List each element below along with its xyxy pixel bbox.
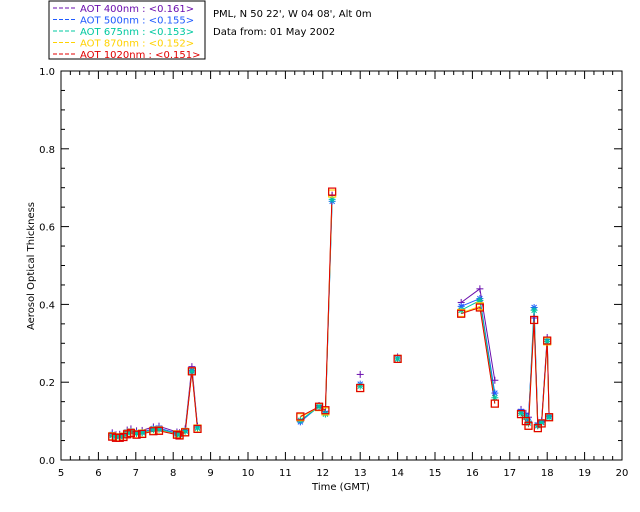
- x-tick-label: 19: [578, 468, 591, 479]
- data-point: [476, 285, 484, 293]
- data-point: [356, 383, 365, 393]
- data-point: [315, 403, 323, 411]
- data-point: [394, 355, 402, 363]
- data-point: [356, 382, 364, 390]
- data-point: [181, 428, 190, 437]
- y-tick-label: 0.0: [39, 456, 55, 467]
- date-info: Data from: 01 May 2002: [213, 27, 335, 38]
- data-point: [544, 413, 554, 422]
- y-axis-label: Aerosol Optical Thickness: [26, 202, 37, 330]
- x-axis-label: Time (GMT): [311, 482, 370, 493]
- x-tick-label: 14: [391, 468, 404, 479]
- data-point: [521, 417, 530, 426]
- data-point: [328, 187, 337, 196]
- data-point: [457, 309, 466, 318]
- x-tick-label: 6: [95, 468, 101, 479]
- legend-label: AOT 1020nm : <0.151>: [80, 50, 200, 61]
- data-point: [321, 406, 330, 415]
- x-tick-label: 16: [466, 468, 479, 479]
- data-point: [490, 399, 499, 408]
- data-point: [193, 424, 202, 433]
- x-tick-label: 18: [541, 468, 554, 479]
- legend: AOT 400nm : <0.161>AOT 500nm : <0.155>AO…: [48, 0, 206, 61]
- site-info: PML, N 50 22', W 04 08', Alt 0m: [213, 9, 372, 20]
- legend-label: AOT 500nm : <0.155>: [80, 16, 194, 27]
- legend-label: AOT 870nm : <0.152>: [80, 39, 194, 50]
- data-point: [530, 306, 538, 314]
- data-point: [517, 409, 525, 417]
- data-point: [516, 409, 526, 419]
- data-point: [356, 370, 364, 378]
- data-point: [187, 367, 196, 376]
- data-point: [525, 419, 532, 427]
- legend-label: AOT 400nm : <0.161>: [80, 4, 194, 15]
- data-point: [296, 412, 305, 421]
- data-point: [491, 376, 499, 384]
- data-point: [530, 314, 538, 322]
- y-tick-label: 0.2: [39, 378, 55, 389]
- data-point: [138, 429, 147, 439]
- data-point: [537, 419, 546, 428]
- data-point: [149, 427, 158, 436]
- data-point: [154, 426, 164, 435]
- data-point: [475, 303, 484, 312]
- x-tick-label: 5: [58, 468, 64, 479]
- data-point: [393, 354, 402, 363]
- data-point: [530, 315, 539, 325]
- y-tick-label: 0.6: [39, 223, 55, 234]
- data-point: [524, 421, 533, 430]
- data-point: [491, 394, 499, 402]
- y-tick-label: 0.8: [39, 145, 55, 156]
- y-tick-label: 1.0: [39, 67, 55, 78]
- x-tick-label: 20: [616, 468, 629, 479]
- x-tick-label: 8: [170, 468, 176, 479]
- x-tick-label: 15: [429, 468, 442, 479]
- data-point: [132, 430, 141, 439]
- data-point: [188, 367, 196, 375]
- x-tick-label: 12: [316, 468, 329, 479]
- x-tick-label: 7: [133, 468, 139, 479]
- data-point: [172, 430, 182, 439]
- x-tick-label: 13: [354, 468, 367, 479]
- x-tick-label: 10: [242, 468, 255, 479]
- x-tick-label: 11: [279, 468, 292, 479]
- x-tick-label: 9: [207, 468, 213, 479]
- legend-label: AOT 675nm : <0.153>: [80, 27, 194, 38]
- legend-box: [48, 0, 206, 60]
- data-point: [543, 336, 552, 345]
- data-point: [126, 429, 136, 438]
- y-tick-label: 0.4: [39, 300, 55, 311]
- x-tick-label: 17: [503, 468, 516, 479]
- data-point: [545, 413, 553, 421]
